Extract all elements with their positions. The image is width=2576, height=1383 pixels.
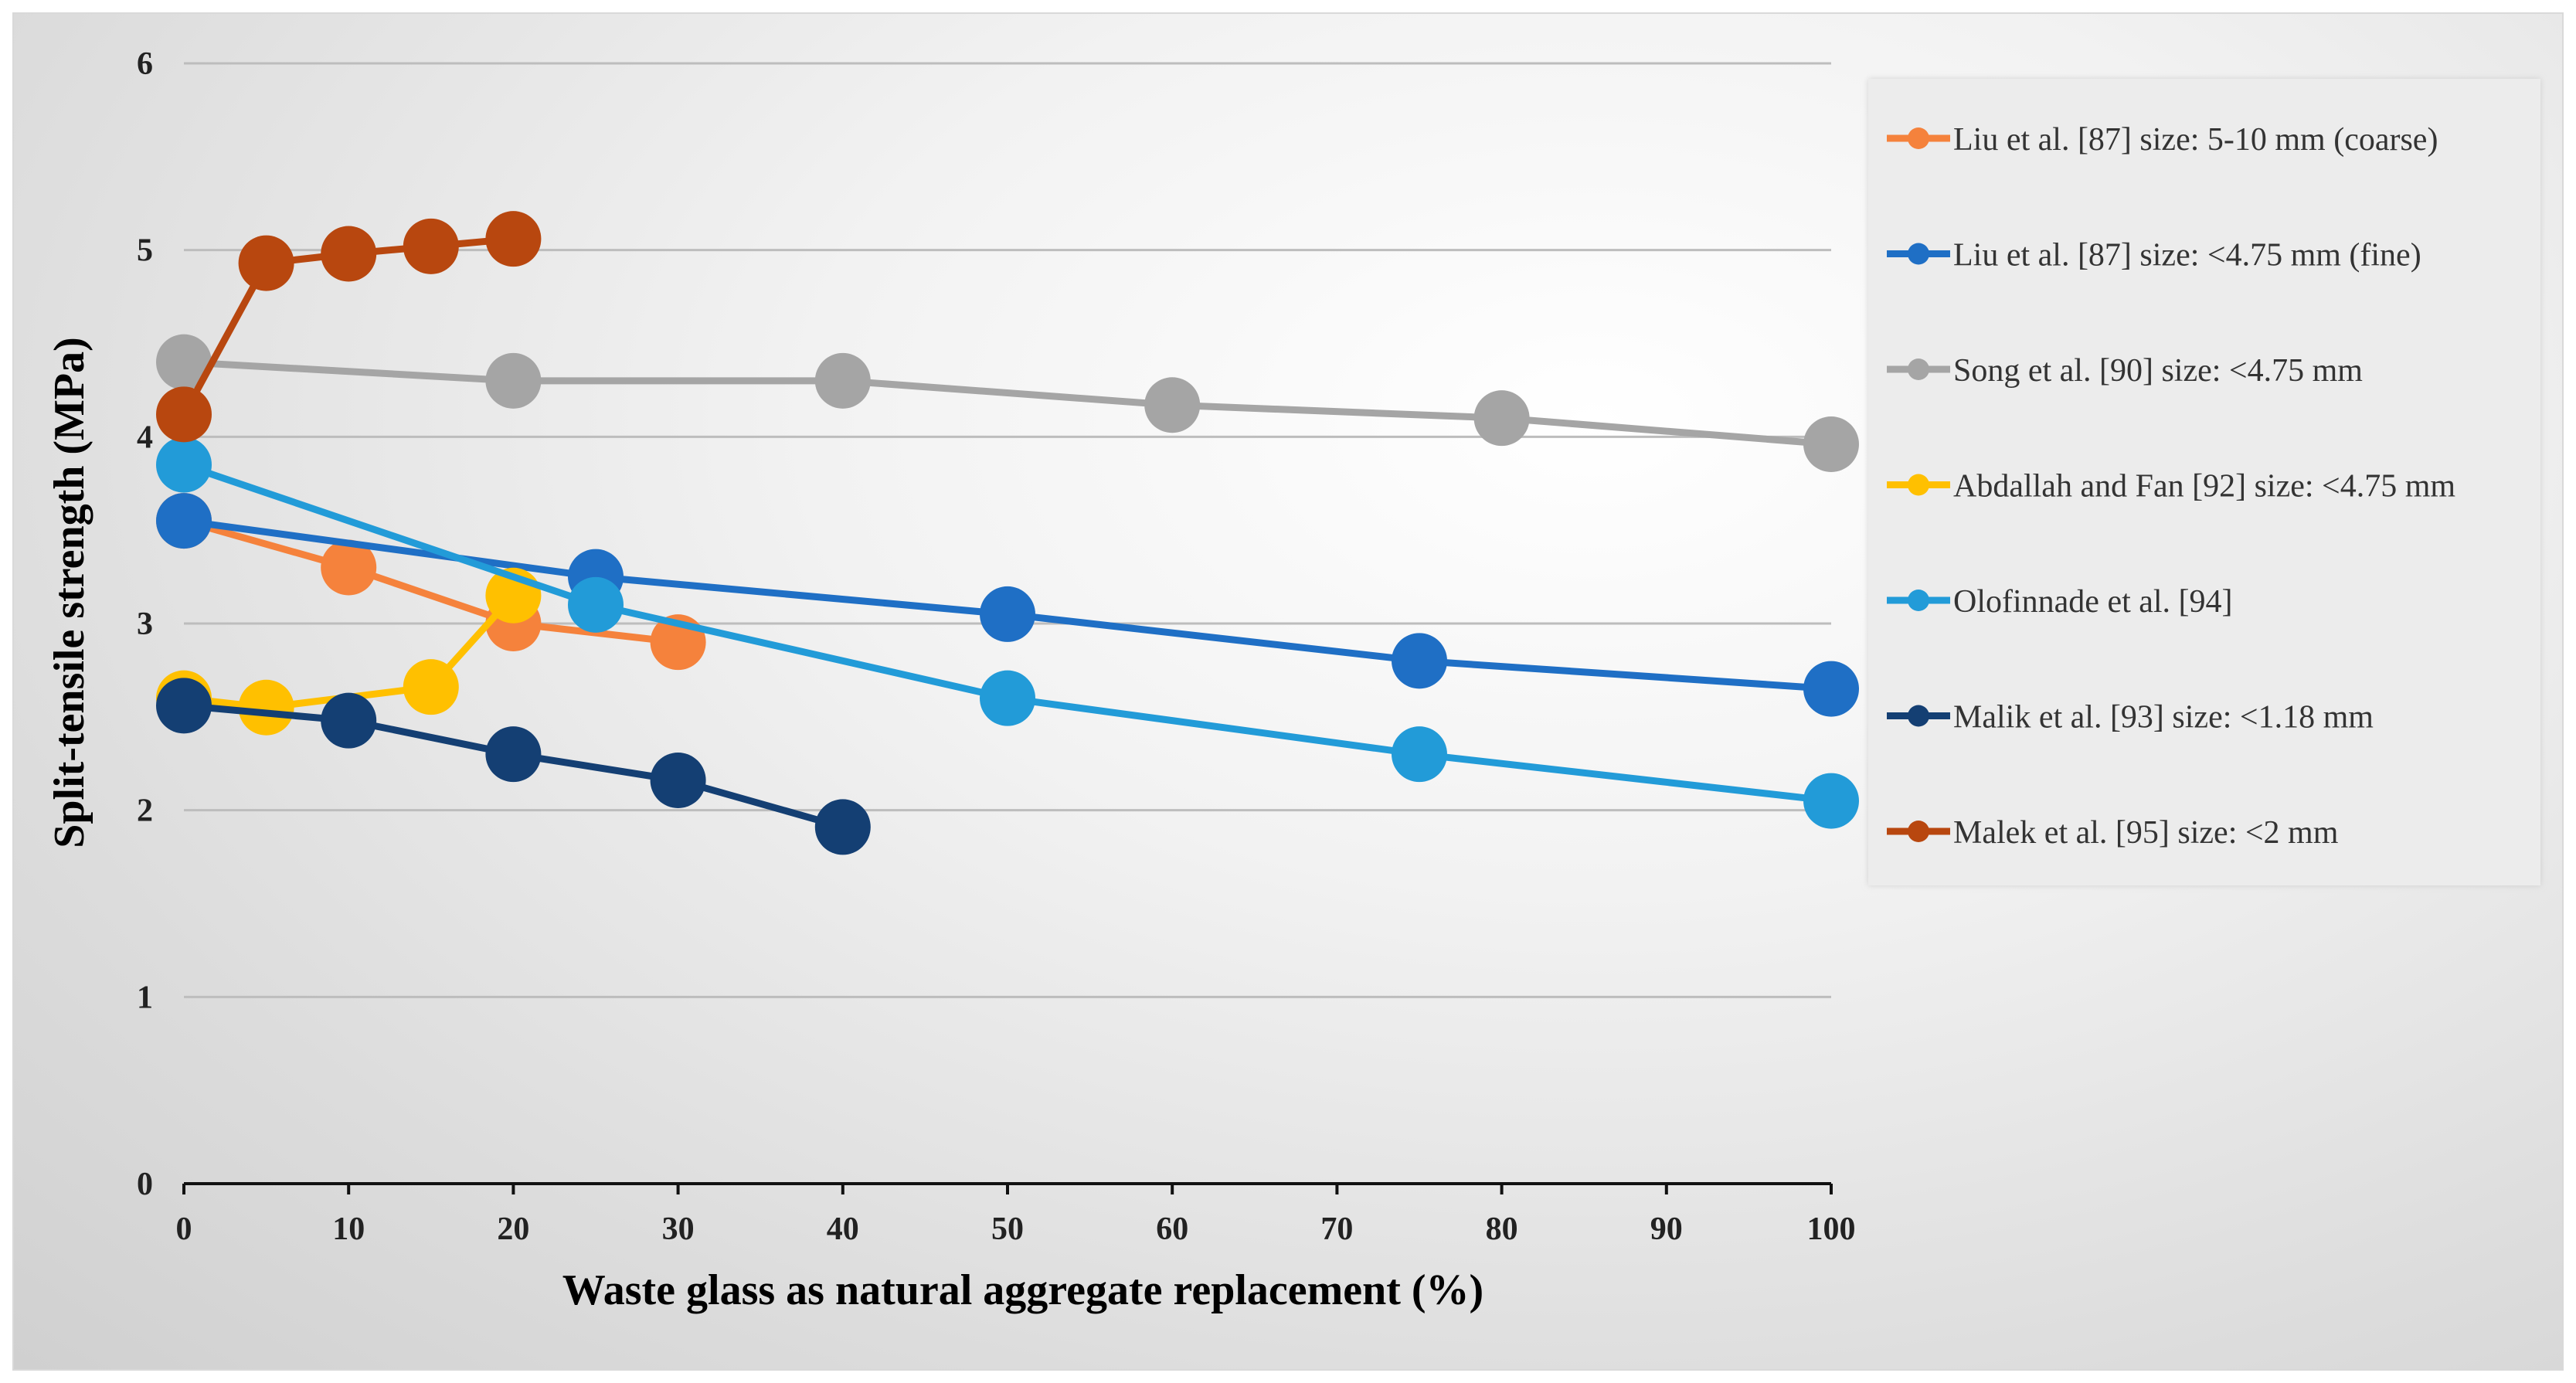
legend-swatch-marker: [1908, 127, 1929, 149]
data-point: [321, 692, 377, 749]
legend-item: Song et al. [90] size: <4.75 mm: [1887, 353, 2363, 389]
legend-swatch-marker: [1908, 474, 1929, 496]
legend-item: Malik et al. [93] size: <1.18 mm: [1887, 700, 2374, 736]
x-tick-label: 100: [1807, 1211, 1856, 1247]
x-tick-label: 90: [1650, 1211, 1683, 1247]
series-line: [180, 592, 517, 712]
data-point: [1144, 377, 1201, 433]
chart-frame: 0 1 2 3 4 5 6 0 10 20 30 40 50 60 70 80 90 100 Liu et al.…: [12, 12, 2564, 1371]
series-7: [156, 211, 542, 443]
data-point: [1803, 773, 1859, 829]
legend-label: Malek et al. [95] size: <2 mm: [1953, 815, 2339, 851]
data-point: [980, 586, 1035, 642]
series-6: [156, 678, 871, 855]
legend-item: Abdallah and Fan [92] size: <4.75 mm: [1887, 469, 2455, 505]
x-tick-label: 60: [1156, 1211, 1188, 1247]
legend-item: Olofinnade et al. [94]: [1887, 584, 2233, 620]
data-point: [485, 211, 542, 267]
data-point: [814, 352, 871, 409]
data-point: [156, 386, 212, 443]
legend-label: Liu et al. [87] size: <4.75 mm (fine): [1953, 238, 2421, 274]
data-point: [156, 437, 212, 493]
legend-label: Malik et al. [93] size: <1.18 mm: [1953, 700, 2374, 736]
legend-swatch-marker: [1908, 821, 1929, 842]
x-tick-label: 10: [332, 1211, 365, 1247]
data-point: [568, 576, 624, 633]
legend-item: Liu et al. [87] size: <4.75 mm (fine): [1887, 238, 2421, 274]
data-point: [156, 334, 212, 390]
series-3: [156, 334, 1859, 472]
y-tick-label: 1: [137, 980, 153, 1015]
data-point: [814, 799, 871, 855]
data-point: [1803, 416, 1859, 472]
y-axis-title: Split-tensile strength (MPa): [46, 337, 93, 848]
gridlines: [184, 62, 1831, 998]
legend-label: Song et al. [90] size: <4.75 mm: [1953, 353, 2363, 389]
data-point: [980, 670, 1035, 726]
x-axis-title: Waste glass as natural aggregate replace…: [562, 1266, 1483, 1314]
legend-swatch-marker: [1908, 243, 1929, 265]
series-5: [156, 437, 1859, 829]
data-point: [1803, 661, 1859, 717]
legend-label: Abdallah and Fan [92] size: <4.75 mm: [1953, 469, 2455, 505]
data-point: [650, 753, 706, 808]
data-point: [156, 678, 212, 734]
legend-swatch-marker: [1908, 358, 1929, 380]
data-point: [238, 235, 294, 291]
data-point: [238, 679, 294, 736]
data-point: [321, 539, 377, 596]
y-tick-label: 5: [137, 233, 153, 269]
data-point: [403, 218, 459, 274]
x-tick-label: 70: [1320, 1211, 1353, 1247]
data-point: [156, 493, 212, 549]
x-tick-label: 80: [1486, 1211, 1518, 1247]
legend-swatch-marker: [1908, 705, 1929, 727]
x-tick-label: 30: [662, 1211, 695, 1247]
y-tick-label: 4: [137, 420, 153, 455]
x-tick-label: 0: [176, 1211, 192, 1247]
y-tick-label: 0: [137, 1167, 153, 1202]
data-point: [321, 226, 377, 282]
legend-box: [1868, 79, 2540, 885]
y-tick-label: 2: [137, 793, 153, 829]
data-point: [485, 726, 542, 783]
y-tick-label: 3: [137, 607, 153, 642]
data-point: [1392, 633, 1447, 689]
series-group: [156, 211, 1859, 855]
series-line: [180, 358, 1835, 448]
data-point: [1392, 726, 1447, 783]
legend-item: Malek et al. [95] size: <2 mm: [1887, 815, 2339, 851]
legend-label: Olofinnade et al. [94]: [1953, 584, 2233, 620]
legend-item: Liu et al. [87] size: 5-10 mm (coarse): [1887, 122, 2438, 158]
data-point: [485, 352, 542, 409]
series-line: [180, 517, 682, 646]
x-tick-label: 50: [991, 1211, 1024, 1247]
data-point: [1473, 390, 1530, 447]
y-tick-label: 6: [137, 46, 153, 82]
legend-label: Liu et al. [87] size: 5-10 mm (coarse): [1953, 122, 2438, 158]
x-tick-label: 20: [497, 1211, 529, 1247]
x-tick-label: 40: [827, 1211, 859, 1247]
legend-swatch-marker: [1908, 590, 1929, 611]
legend: Liu et al. [87] size: 5-10 mm (coarse) Li…: [1868, 79, 2540, 885]
data-point: [403, 659, 459, 715]
